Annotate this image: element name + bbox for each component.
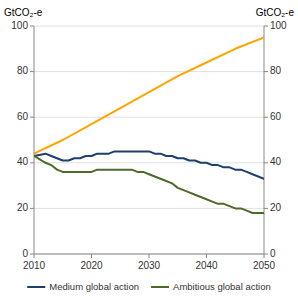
plot-area <box>34 37 264 213</box>
y-axis-label: GtCO₂-e <box>4 7 43 18</box>
y2-tick-label: 20 <box>270 202 282 213</box>
legend-swatch <box>27 286 45 288</box>
x-tick <box>91 254 92 258</box>
y2-tick <box>264 26 268 27</box>
grid-line <box>34 208 264 209</box>
y2-tick-label: 0 <box>270 248 276 259</box>
grid-line <box>34 26 264 27</box>
x-tick <box>34 254 35 258</box>
y-tick <box>30 162 34 163</box>
y2-axis-line <box>264 26 265 254</box>
y2-tick <box>264 254 268 255</box>
x-tick-label: 2030 <box>138 260 161 271</box>
y-tick-label: 0 <box>22 248 28 259</box>
y2-tick-label: 80 <box>270 65 282 76</box>
grid-line <box>34 117 264 118</box>
y2-axis-label: GtCO₂-e <box>256 7 295 18</box>
y-tick <box>30 208 34 209</box>
legend-label: Ambitious global action <box>173 281 271 292</box>
y-axis-line <box>34 26 35 254</box>
y-tick <box>30 71 34 72</box>
y2-tick <box>264 208 268 209</box>
x-tick <box>149 254 150 258</box>
y-tick-label: 60 <box>17 111 29 122</box>
y-tick <box>30 254 34 255</box>
grid-line <box>34 71 264 72</box>
legend: Medium global action Ambitious global act… <box>27 281 270 292</box>
chart: 0204060801000204060801002010202020302040… <box>0 0 298 302</box>
x-tick-label: 2050 <box>253 260 276 271</box>
series-line <box>34 156 264 213</box>
x-tick-label: 2020 <box>80 260 103 271</box>
grid <box>34 26 264 254</box>
y2-tick <box>264 162 268 163</box>
grid-line <box>34 162 264 163</box>
x-tick <box>264 254 265 258</box>
y-tick-label: 80 <box>17 65 29 76</box>
y2-tick <box>264 117 268 118</box>
legend-label: Medium global action <box>49 281 139 292</box>
series-line <box>34 37 264 153</box>
y-tick <box>30 26 34 27</box>
y-tick-label: 40 <box>17 156 29 167</box>
legend-swatch <box>151 286 169 288</box>
x-tick <box>206 254 207 258</box>
y2-tick <box>264 71 268 72</box>
y-tick-label: 20 <box>17 202 29 213</box>
y2-tick-label: 40 <box>270 156 282 167</box>
legend-item: Medium global action <box>27 281 139 292</box>
y2-tick-label: 100 <box>270 20 287 31</box>
x-tick-label: 2010 <box>23 260 46 271</box>
legend-item: Ambitious global action <box>151 281 271 292</box>
y2-tick-label: 60 <box>270 111 282 122</box>
y-tick <box>30 117 34 118</box>
y-tick-label: 100 <box>11 20 28 31</box>
x-tick-label: 2040 <box>195 260 218 271</box>
